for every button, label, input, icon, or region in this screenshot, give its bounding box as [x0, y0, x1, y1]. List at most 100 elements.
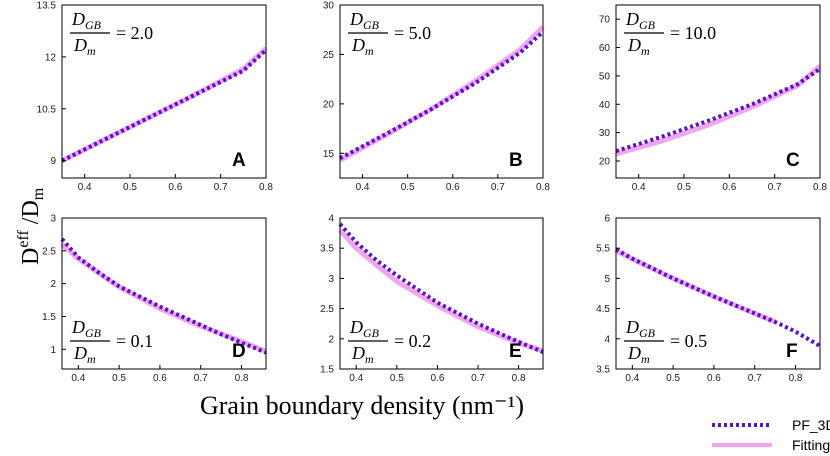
x-tick-label: 0.5: [666, 373, 680, 384]
legend-label-fitting: Fitting: [792, 437, 830, 453]
x-tick-label: 0.4: [349, 373, 363, 384]
x-tick-label: 0.5: [401, 182, 415, 193]
y-tick-label: 5: [604, 274, 610, 285]
ratio-annotation: DGB Dm = 0.5: [624, 317, 707, 366]
y-tick-label: 3.5: [596, 365, 610, 376]
ratio-value: = 2.0: [116, 23, 153, 43]
y-tick-label: 2.5: [42, 246, 56, 257]
y-tick-label: 1.5: [320, 365, 334, 376]
y-tick-label: 70: [599, 15, 611, 26]
x-tick-label: 0.8: [789, 373, 803, 384]
y-tick-label: 40: [599, 100, 611, 111]
plot-frame: [61, 217, 267, 370]
ratio-denominator: Dm: [351, 35, 374, 58]
x-tick-label: 0.6: [168, 182, 182, 193]
ratio-annotation: DGB Dm = 0.2: [348, 317, 431, 366]
ratio-numerator: DGB: [625, 317, 656, 340]
ratio-denominator: Dm: [73, 35, 96, 58]
y-tick-label: 25: [323, 50, 335, 61]
panel-c: 0.4 0.5 0.6 0.7 0.8 20 30 40 50 60 70 C DGB Dm = 10.0: [599, 4, 827, 193]
x-tick-label: 0.7: [748, 373, 762, 384]
y-tick-label: 15: [323, 149, 335, 160]
plot-frame: [615, 217, 821, 370]
y-tick-label: 1: [50, 345, 56, 356]
x-tick-label: 0.4: [632, 182, 646, 193]
ratio-numerator: DGB: [71, 317, 102, 340]
ratio-value: = 0.5: [670, 331, 707, 351]
y-tick-label: 2: [328, 334, 334, 345]
ratio-numerator: DGB: [349, 9, 380, 32]
panel-letter: B: [509, 150, 523, 171]
x-tick-label: 0.4: [78, 182, 92, 193]
y-tick-label: 10.5: [37, 104, 57, 115]
ratio-value: = 0.1: [116, 331, 153, 351]
y-tick-label: 4: [604, 334, 610, 345]
y-tick-label: 12: [45, 52, 57, 63]
y-tick-label: 4.5: [596, 304, 610, 315]
ratio-denominator: Dm: [627, 35, 650, 58]
series-pf3d-line: [615, 67, 822, 154]
ratio-value: = 0.2: [394, 331, 431, 351]
y-tick-label: 30: [599, 128, 611, 139]
panel-f: 0.4 0.5 0.6 0.7 0.8 3.5 4 4.5 5 5.5 6 F DGB Dm = 0.5: [596, 214, 822, 384]
y-tick-label: 60: [599, 43, 611, 54]
x-tick-label: 0.8: [259, 182, 273, 193]
x-tick-label: 0.8: [536, 182, 550, 193]
y-tick-label: 9: [50, 156, 56, 167]
x-tick-label: 0.6: [153, 373, 167, 384]
panel-b: 0.4 0.5 0.6 0.7 0.8 15 20 25 30 B DGB Dm = 5.0: [323, 1, 551, 194]
y-tick-label: 6: [604, 214, 610, 225]
x-tick-label: 0.6: [446, 182, 460, 193]
panel-letter: D: [232, 341, 246, 362]
x-tick-label: 0.6: [707, 373, 721, 384]
x-tick-label: 0.7: [491, 182, 505, 193]
x-tick-label: 0.6: [722, 182, 736, 193]
y-tick-label: 30: [323, 1, 335, 12]
x-tick-label: 0.4: [625, 373, 639, 384]
y-tick-label: 13.5: [37, 1, 57, 12]
y-tick-label: 3.5: [320, 244, 334, 255]
y-tick-label: 1.5: [42, 312, 56, 323]
x-tick-label: 0.8: [235, 373, 249, 384]
x-axis-label: Grain boundary density (nm⁻¹): [200, 391, 524, 420]
ratio-denominator: Dm: [351, 343, 374, 366]
x-tick-label: 0.7: [194, 373, 208, 384]
y-tick-label: 5.5: [596, 244, 610, 255]
panel-d: 0.4 0.5 0.6 0.7 0.8 1 1.5 2 2.5 3 D DGB Dm = 0.1: [42, 214, 267, 384]
ratio-value: = 5.0: [394, 23, 431, 43]
x-tick-label: 0.4: [356, 182, 370, 193]
panel-letter: E: [509, 341, 522, 362]
x-tick-label: 0.8: [813, 182, 827, 193]
y-tick-label: 3: [328, 274, 334, 285]
y-tick-label: 20: [323, 99, 335, 110]
plot-frame: [61, 4, 267, 179]
series-fitting-line: [60, 46, 268, 163]
ratio-numerator: DGB: [349, 317, 380, 340]
ratio-annotation: DGB Dm = 5.0: [348, 9, 431, 58]
series-pf3d-line: [60, 237, 267, 355]
plot-frame: [339, 217, 544, 370]
panel-letter: F: [786, 341, 798, 362]
x-tick-label: 0.7: [214, 182, 228, 193]
x-tick-label: 0.5: [123, 182, 137, 193]
legend-label-pf3d: PF_3D: [792, 417, 830, 433]
panel-letter: C: [786, 150, 800, 171]
series-fitting-line: [615, 64, 822, 157]
series-fitting-line: [338, 24, 545, 163]
ratio-annotation: DGB Dm = 2.0: [70, 9, 153, 58]
series-pf3d-line: [339, 30, 545, 160]
y-tick-label: 2: [50, 279, 56, 290]
ratio-annotation: DGB Dm = 0.1: [70, 317, 153, 366]
legend: PF_3D Fitting: [712, 417, 830, 453]
y-axis-label: Deff /Dm: [15, 187, 47, 265]
y-tick-label: 20: [599, 156, 611, 167]
x-tick-label: 0.5: [390, 373, 404, 384]
x-tick-label: 0.8: [512, 373, 526, 384]
ratio-annotation: DGB Dm = 10.0: [624, 9, 716, 58]
plot-frame: [339, 4, 544, 179]
x-tick-label: 0.5: [112, 373, 126, 384]
x-tick-label: 0.7: [471, 373, 485, 384]
ratio-numerator: DGB: [625, 9, 656, 32]
